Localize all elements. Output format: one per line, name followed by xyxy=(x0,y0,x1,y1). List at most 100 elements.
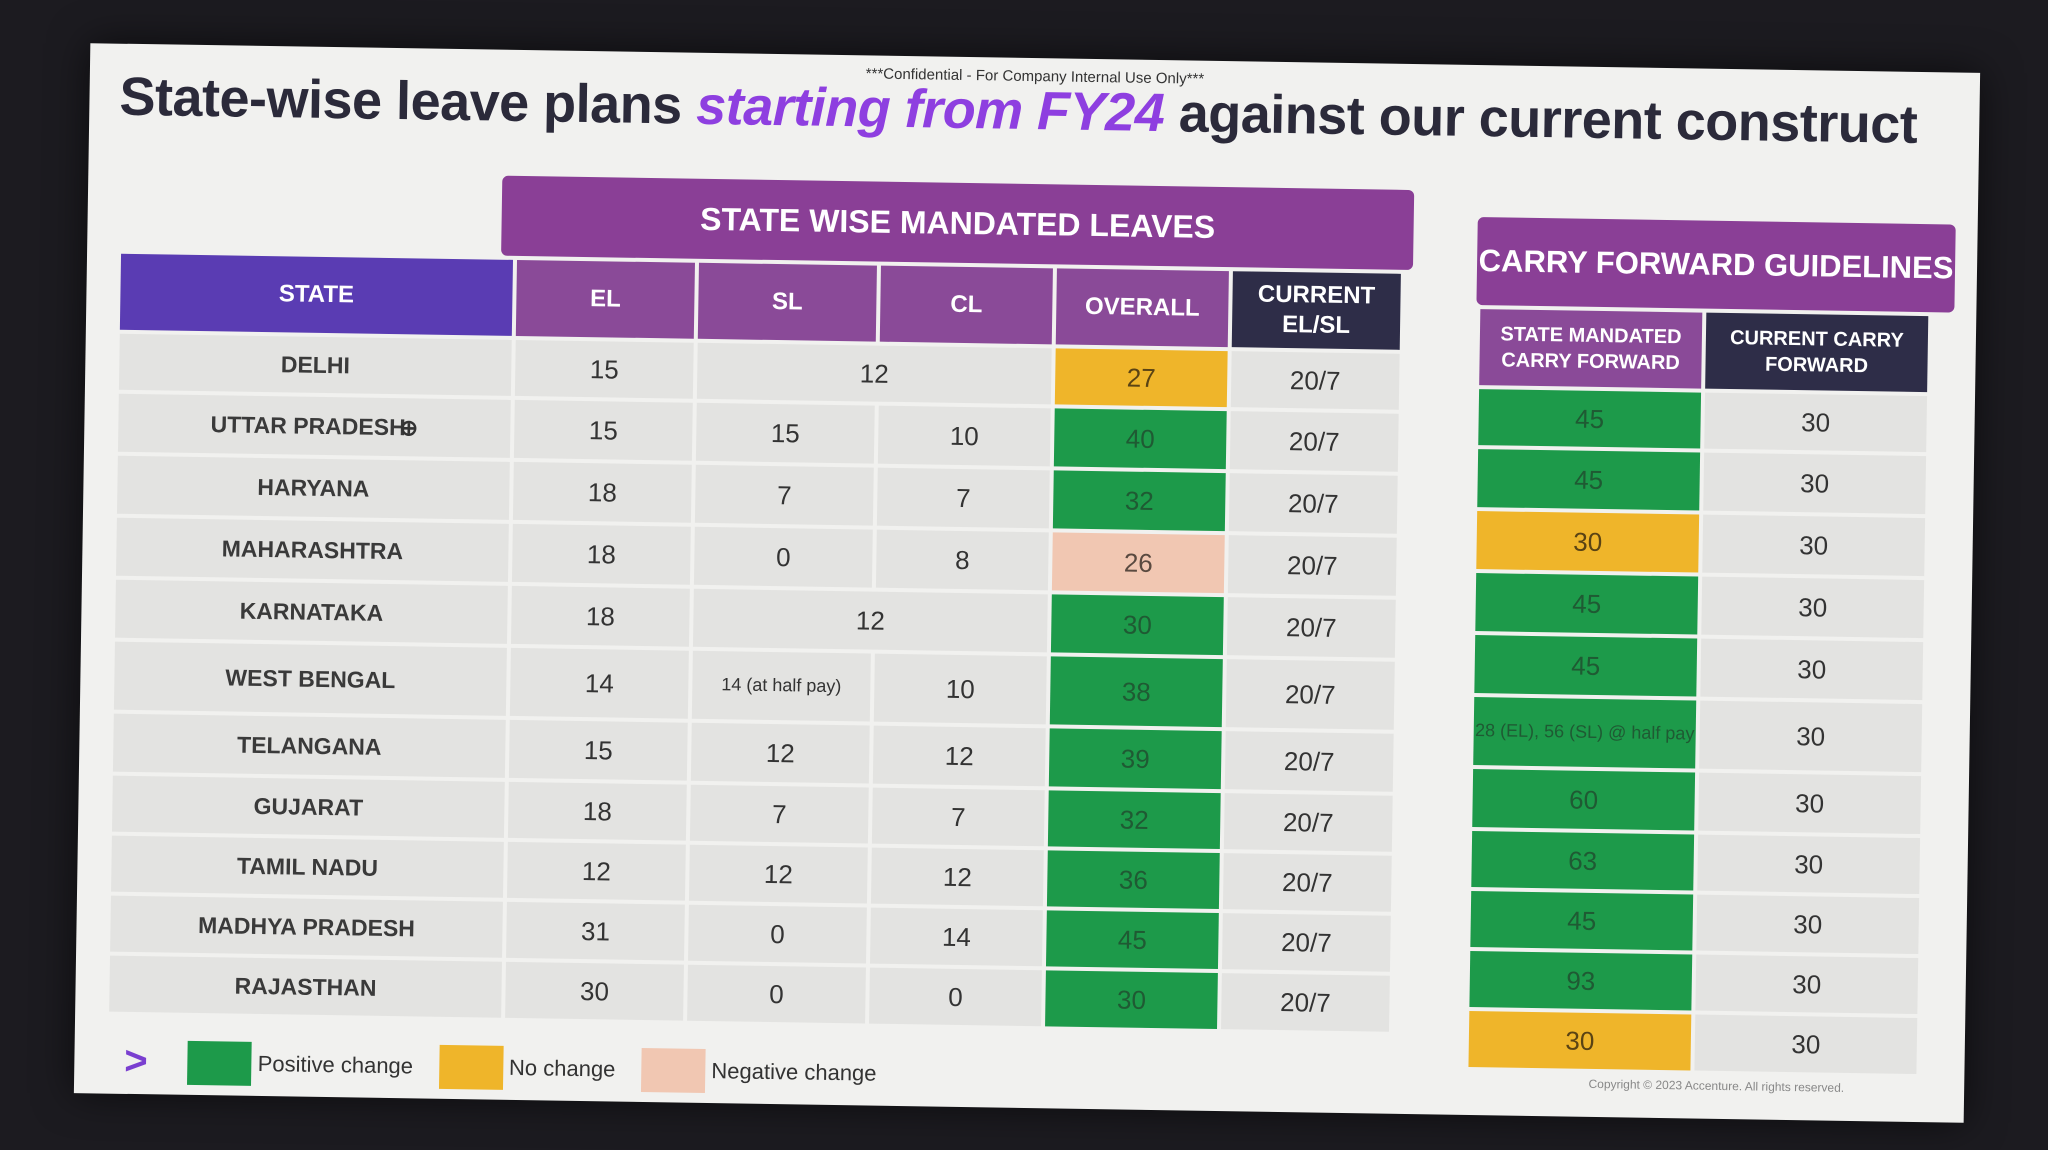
mandated-cf-cell: 45 xyxy=(1477,449,1701,511)
sl-cell: 0 xyxy=(688,904,867,964)
sl-cell: 12 xyxy=(690,722,870,784)
mandated-cf-cell: 60 xyxy=(1472,769,1696,831)
overall-cell: 32 xyxy=(1052,470,1226,532)
sl-cell: 7 xyxy=(689,784,869,844)
col-current: CURRENT EL/SL xyxy=(1231,271,1401,350)
cl-cell: 0 xyxy=(869,967,1042,1027)
sl-cell: 15 xyxy=(695,402,875,464)
current-cf-cell: 30 xyxy=(1696,894,1920,955)
current-cell: 20/7 xyxy=(1229,411,1399,472)
sl-cell: 14 (at half pay) xyxy=(691,650,871,722)
current-cell: 20/7 xyxy=(1221,913,1391,972)
el-cell: 12 xyxy=(506,841,686,901)
sl-cell: 7 xyxy=(694,464,874,526)
sl-cell: 0 xyxy=(687,964,866,1024)
el-cell: 30 xyxy=(505,961,684,1021)
el-cell: 18 xyxy=(512,461,692,523)
mandated-leaves-header: STATE WISE MANDATED LEAVES xyxy=(501,175,1415,271)
state-cell: GUJARAT xyxy=(111,775,505,838)
table-row: 63 30 xyxy=(1471,831,1921,895)
current-cell: 20/7 xyxy=(1230,351,1400,410)
el-cell: 18 xyxy=(507,781,687,841)
table-row: 45 30 xyxy=(1478,389,1928,453)
overall-cell: 30 xyxy=(1050,594,1224,656)
el-cell: 14 xyxy=(509,647,689,719)
state-cell: MAHARASHTRA xyxy=(116,517,509,582)
current-cell: 20/7 xyxy=(1228,473,1398,534)
mandated-cf-cell: 45 xyxy=(1478,389,1702,449)
table-row: 45 30 xyxy=(1477,449,1927,515)
current-cell: 20/7 xyxy=(1227,535,1397,596)
current-cell: 20/7 xyxy=(1221,973,1390,1032)
cl-cell: 12 xyxy=(872,725,1046,787)
table-row: 30 30 xyxy=(1476,511,1926,577)
table-row: 45 30 xyxy=(1475,573,1925,639)
mandated-cf-cell: 45 xyxy=(1470,891,1694,951)
cl-cell: 7 xyxy=(871,787,1045,847)
current-cf-cell: 30 xyxy=(1702,514,1926,577)
current-cf-cell: 30 xyxy=(1695,954,1919,1015)
col-el: EL xyxy=(515,259,695,339)
sl-cell: 12 xyxy=(688,844,868,904)
presentation-slide: ***Confidential - For Company Internal U… xyxy=(73,43,1981,1123)
legend-positive: Positive change xyxy=(187,1040,413,1088)
mandated-cf-cell: 28 (EL), 56 (SL) @ half pay xyxy=(1473,697,1697,769)
current-cell: 20/7 xyxy=(1225,659,1395,730)
el-cell: 18 xyxy=(511,523,691,585)
state-cell: TELANGANA xyxy=(112,713,506,778)
title-part1: State-wise leave plans xyxy=(119,66,697,136)
legend: > Positive change No change Negative cha… xyxy=(104,1039,903,1097)
cl-cell: 10 xyxy=(873,653,1047,725)
current-cell: 20/7 xyxy=(1222,853,1392,912)
overall-cell: 27 xyxy=(1054,348,1228,408)
col-state: STATE xyxy=(119,253,514,336)
table-row: 93 30 xyxy=(1469,951,1919,1015)
table-row: 30 30 xyxy=(1468,1011,1918,1075)
mandated-cf-cell: 45 xyxy=(1475,573,1699,635)
sl-cell: 0 xyxy=(693,526,873,588)
negative-swatch xyxy=(641,1047,706,1093)
el-cell: 15 xyxy=(514,339,694,399)
title-highlight: starting from FY24 xyxy=(695,75,1165,144)
nochange-swatch xyxy=(438,1044,504,1090)
col-overall: OVERALL xyxy=(1055,268,1229,348)
el-cell: 15 xyxy=(508,719,688,781)
cl-cell: 12 xyxy=(870,847,1044,907)
mandated-cf-cell: 45 xyxy=(1474,635,1698,697)
col-current-cf: CURRENT CARRY FORWARD xyxy=(1705,312,1929,393)
table-row: 28 (EL), 56 (SL) @ half pay 30 xyxy=(1473,697,1923,773)
mandated-leaves-table: STATE EL SL CL OVERALL CURRENT EL/SL DEL… xyxy=(105,250,1405,1036)
cl-cell: 10 xyxy=(877,405,1051,467)
chevron-right-icon[interactable]: > xyxy=(124,1038,149,1084)
col-state-mandated-cf: STATE MANDATED CARRY FORWARD xyxy=(1479,309,1703,389)
legend-positive-label: Positive change xyxy=(257,1050,414,1078)
current-cf-cell: 30 xyxy=(1698,772,1922,835)
state-cell: TAMIL NADU xyxy=(111,835,504,898)
overall-cell: 32 xyxy=(1047,790,1221,850)
legend-nochange-label: No change xyxy=(508,1054,616,1082)
overall-cell: 45 xyxy=(1045,910,1219,970)
state-cell: HARYANA xyxy=(116,455,510,520)
state-cell: UTTAR PRADESH⊕ xyxy=(117,393,511,458)
mandated-cf-cell: 93 xyxy=(1469,951,1693,1011)
overall-cell: 30 xyxy=(1045,970,1218,1030)
copyright: Copyright © 2023 Accenture. All rights r… xyxy=(1588,1076,1845,1095)
el-cell: 18 xyxy=(510,585,690,647)
mandated-cf-cell: 63 xyxy=(1471,831,1695,891)
positive-swatch xyxy=(187,1040,253,1086)
overall-cell: 39 xyxy=(1048,728,1222,790)
current-cf-cell: 30 xyxy=(1699,700,1923,773)
current-cell: 20/7 xyxy=(1223,793,1393,852)
mandated-cf-cell: 30 xyxy=(1468,1011,1692,1071)
cl-cell: 8 xyxy=(875,529,1049,591)
el-cell: 15 xyxy=(513,399,693,461)
current-cf-cell: 30 xyxy=(1700,638,1924,701)
state-cell: KARNATAKA xyxy=(115,579,508,644)
current-cf-cell: 30 xyxy=(1703,452,1927,515)
state-cell: DELHI xyxy=(118,333,512,396)
title-part2: against our current construct xyxy=(1163,83,1918,155)
col-cl: CL xyxy=(879,265,1053,345)
table-row: 45 30 xyxy=(1474,635,1924,701)
zoom-cursor-icon: ⊕ xyxy=(399,414,419,440)
carry-forward-header: CARRY FORWARD GUIDELINES xyxy=(1476,217,1956,313)
